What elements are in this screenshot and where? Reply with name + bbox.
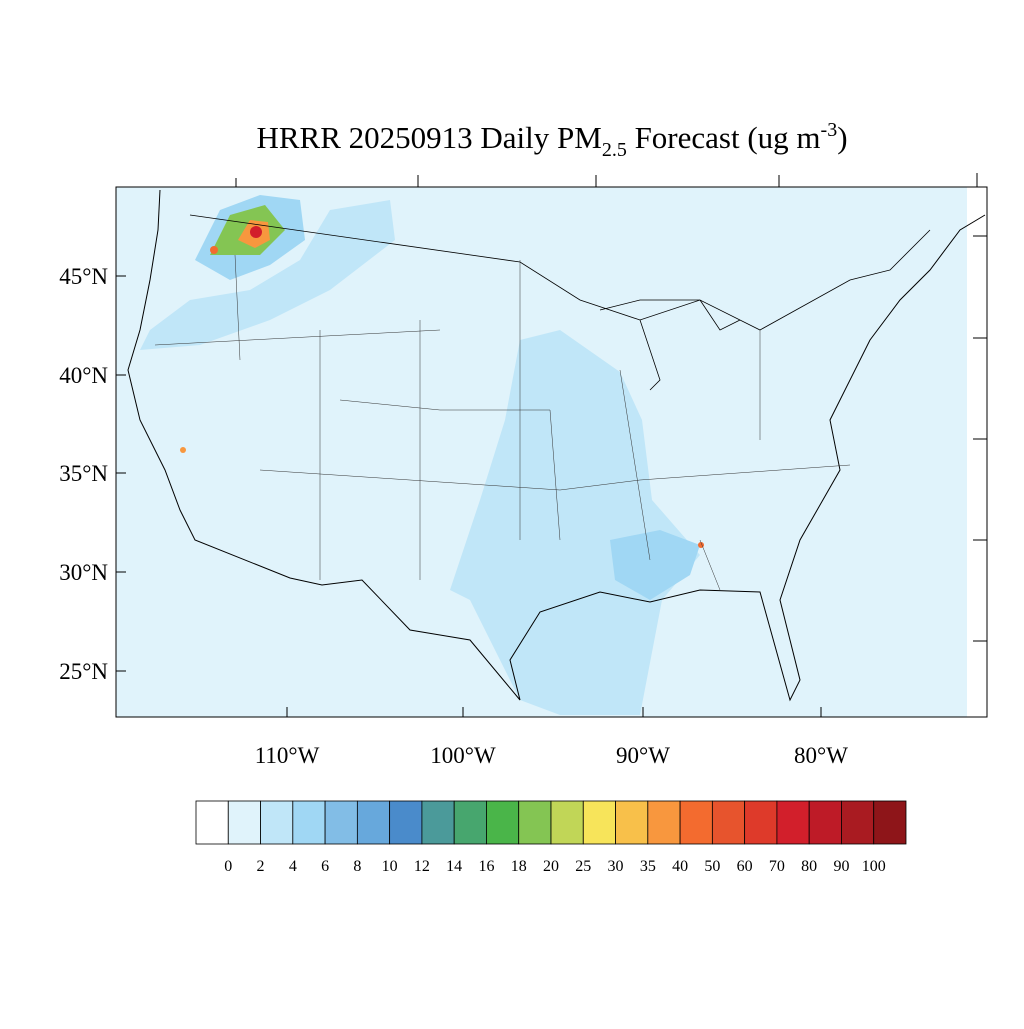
colorbar-box: [260, 800, 294, 845]
colorbar-box: [518, 800, 552, 845]
axis-labels: 45°N 40°N 35°N 30°N 25°N 110°W 100°W 90°W 80°W: [59, 264, 848, 768]
colorbar: 0 2 4 6 8 10 12 14 16 18 20 25 30 35 40 50 60 70 80 90 100: [195, 800, 907, 875]
colorbar-label: 60: [737, 858, 753, 875]
state-borders: [154, 254, 851, 591]
colorbar-box: [647, 800, 681, 845]
colorbar-box: [711, 800, 746, 845]
colorbar-label: 20: [543, 858, 559, 875]
title-sub: 2.5: [602, 139, 627, 161]
colorbar-label: 50: [704, 858, 720, 875]
colorbar-label: 6: [321, 858, 329, 875]
lat-label: 25°N: [59, 659, 108, 684]
lon-label: 110°W: [255, 743, 320, 768]
lat-label: 40°N: [59, 363, 108, 388]
colorbar-label: 0: [224, 858, 232, 875]
colorbar-box: [356, 800, 391, 845]
colorbar-box: [873, 800, 907, 845]
colorbar-box: [292, 800, 326, 845]
colorbar-label: 100: [862, 858, 886, 875]
colorbar-box: [615, 800, 649, 845]
colorbar-label: 25: [575, 858, 591, 875]
colorbar-box: [776, 800, 810, 845]
colorbar-box: [744, 800, 778, 845]
colorbar-label: 4: [289, 858, 297, 875]
shade-hot-ca: [180, 447, 186, 453]
colorbar-box: [324, 800, 358, 845]
colorbar-label: 30: [608, 858, 624, 875]
shade-fire-hot: [250, 226, 262, 238]
title-sup: -3: [821, 119, 838, 141]
colorbar-label: 40: [672, 858, 688, 875]
colorbar-label: 70: [769, 858, 785, 875]
colorbar-box: [582, 800, 616, 845]
map-edge: [967, 187, 987, 717]
lat-label: 30°N: [59, 560, 108, 585]
colorbar-box: [195, 800, 229, 845]
map-frame: [115, 186, 988, 718]
colorbar-box: [227, 800, 261, 845]
colorbar-box: [679, 800, 713, 845]
colorbar-box: [550, 800, 584, 845]
shade-fire-hot2: [210, 246, 218, 254]
coastline: [127, 189, 986, 702]
shade-central: [450, 330, 700, 715]
colorbar-box: [453, 800, 487, 845]
colorbar-label: 2: [257, 858, 265, 875]
colorbar-label: 12: [414, 858, 430, 875]
title-main: HRRR 20250913 Daily PM: [256, 120, 601, 155]
colorbar-label: 35: [640, 858, 656, 875]
colorbar-box: [421, 800, 455, 845]
map: [115, 173, 988, 718]
shade-southeast: [610, 530, 700, 600]
title-end: ): [837, 120, 847, 155]
title: HRRR 20250913 Daily PM2.5 Forecast (ug m…: [256, 119, 847, 161]
colorbar-box: [486, 800, 520, 845]
lat-label: 35°N: [59, 461, 108, 486]
lon-label: 100°W: [430, 743, 496, 768]
colorbar-label: 90: [833, 858, 849, 875]
colorbar-label: 18: [511, 858, 527, 875]
great-lakes: [599, 299, 741, 391]
lat-label: 45°N: [59, 264, 108, 289]
axis-ticks: [116, 173, 987, 717]
colorbar-box: [808, 800, 842, 845]
colorbar-label: 80: [801, 858, 817, 875]
colorbar-label: 8: [353, 858, 361, 875]
colorbar-box: [841, 800, 875, 845]
colorbar-label: 16: [478, 858, 494, 875]
title-rest: Forecast (ug m: [627, 120, 821, 155]
colorbar-label: 14: [446, 858, 462, 875]
lon-label: 80°W: [794, 743, 848, 768]
colorbar-label: 10: [382, 858, 398, 875]
lon-label: 90°W: [616, 743, 670, 768]
colorbar-box: [389, 800, 423, 845]
shade-northwest: [140, 200, 395, 350]
